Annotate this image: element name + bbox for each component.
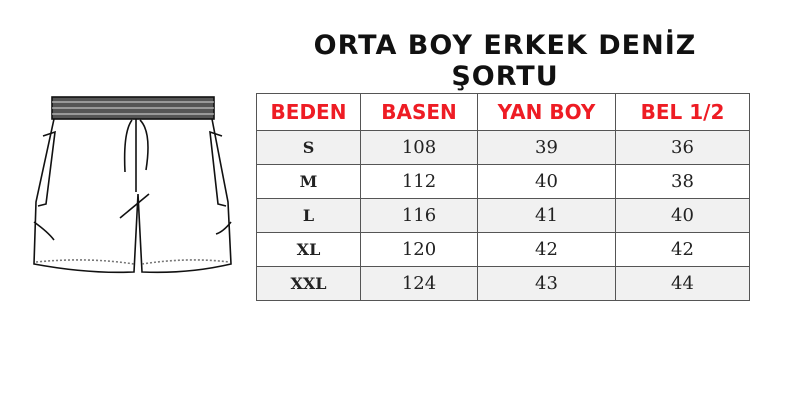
shorts-illustration	[33, 96, 232, 274]
size-chart-table: BEDEN BASEN YAN BOY BEL 1/2 S 108 39 36 …	[256, 93, 750, 301]
yan-boy-cell: 43	[477, 266, 616, 301]
basen-cell: 108	[360, 130, 478, 165]
header-beden: BEDEN	[256, 93, 361, 131]
size-cell: L	[256, 198, 361, 233]
yan-boy-cell: 42	[477, 232, 616, 267]
table-header-row: BEDEN BASEN YAN BOY BEL 1/2	[256, 93, 750, 131]
size-cell: XXL	[256, 266, 361, 301]
header-yan-boy: YAN BOY	[477, 93, 616, 131]
header-bel: BEL 1/2	[615, 93, 750, 131]
yan-boy-cell: 39	[477, 130, 616, 165]
yan-boy-cell: 41	[477, 198, 616, 233]
bel-cell: 38	[615, 164, 750, 199]
page-title: ORTA BOY ERKEK DENİZ ŞORTU	[313, 30, 697, 92]
basen-cell: 112	[360, 164, 478, 199]
basen-cell: 120	[360, 232, 478, 267]
basen-cell: 124	[360, 266, 478, 301]
table-row: XL 120 42 42	[256, 232, 750, 267]
size-cell: S	[256, 130, 361, 165]
bel-cell: 42	[615, 232, 750, 267]
header-basen: BASEN	[360, 93, 478, 131]
table-row: L 116 41 40	[256, 198, 750, 233]
basen-cell: 116	[360, 198, 478, 233]
bel-cell: 40	[615, 198, 750, 233]
yan-boy-cell: 40	[477, 164, 616, 199]
bel-cell: 36	[615, 130, 750, 165]
table-row: M 112 40 38	[256, 164, 750, 199]
table-row: S 108 39 36	[256, 130, 750, 165]
size-cell: XL	[256, 232, 361, 267]
bel-cell: 44	[615, 266, 750, 301]
table-row: XXL 124 43 44	[256, 266, 750, 301]
size-cell: M	[256, 164, 361, 199]
